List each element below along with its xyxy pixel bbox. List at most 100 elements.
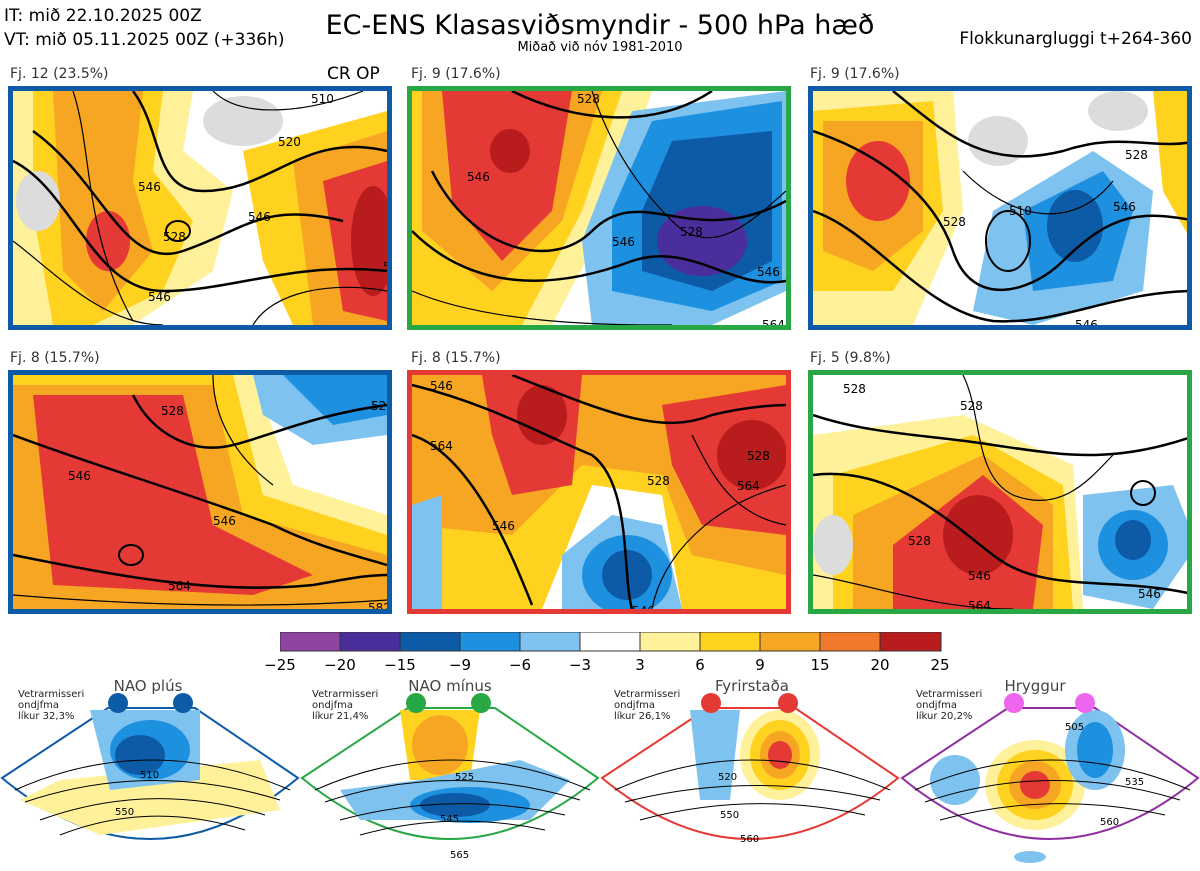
- contour-label: 546: [430, 379, 453, 393]
- initial-time: IT: mið 22.10.2025 00Z: [4, 6, 202, 26]
- colorbar-label: −3: [568, 656, 592, 674]
- regime-note: Vetrarmisseri ondjfma líkur 32,3%: [18, 689, 85, 722]
- contour-label: 546: [467, 170, 490, 184]
- colorbar-swatch: [639, 632, 702, 652]
- contour-label: 546: [68, 469, 91, 483]
- contour-label: 528: [371, 399, 387, 413]
- contour-label: 528: [1125, 148, 1148, 162]
- colorbar-label: −20: [324, 656, 356, 674]
- contour-label: 535: [1125, 777, 1144, 788]
- contour-label: 528: [843, 382, 866, 396]
- contour-label: 520: [718, 772, 737, 783]
- regime-nao-minus: 525 545 565: [300, 670, 600, 870]
- regime-map: 505 535 560: [900, 707, 1200, 863]
- anomaly-map: 546 528 510 546 520 546 564: [13, 91, 387, 325]
- contour-label: 564: [168, 579, 191, 593]
- contour-label: 560: [1100, 817, 1119, 828]
- colorbar-swatch: [459, 632, 522, 652]
- regime-markers: [701, 693, 798, 713]
- contour-label: 582: [368, 601, 387, 609]
- regime-marker: [701, 693, 721, 713]
- contour-label: 546: [968, 569, 991, 583]
- colorbar-label: 3: [635, 656, 645, 674]
- contour-label: 546: [757, 265, 780, 279]
- colorbar-swatch: [280, 632, 342, 652]
- header-times: IT: mið 22.10.2025 00Z VT: mið 05.11.202…: [4, 4, 285, 52]
- regime-markers: [406, 693, 491, 713]
- contour-label: 528: [161, 404, 184, 418]
- colorbar-swatch: [339, 632, 402, 652]
- colorbar: [280, 632, 942, 652]
- cluster-map-4: 528 546 546 564 582 528: [8, 370, 392, 614]
- contour-label: 546: [1075, 318, 1098, 325]
- colorbar-label: −25: [264, 656, 296, 674]
- contour-label: 528: [163, 230, 186, 244]
- contour-label: 546: [632, 604, 655, 609]
- colorbar-swatch: [759, 632, 822, 652]
- contour-label: 546: [148, 290, 171, 304]
- contour-label: 528: [577, 92, 600, 106]
- regime-map: 510 550: [0, 707, 300, 840]
- contour-label: 520: [278, 135, 301, 149]
- contour-label: 510: [1009, 204, 1032, 218]
- valid-time: VT: mið 05.11.2025 00Z (+336h): [4, 30, 285, 50]
- contour-label: 565: [450, 850, 469, 861]
- contour-label: 510: [140, 770, 159, 781]
- colorbar-label: 9: [755, 656, 765, 674]
- regime-name: Hryggur: [1004, 677, 1066, 695]
- contour-label: 545: [440, 814, 459, 825]
- regime-marker: [471, 693, 491, 713]
- colorbar-label: −6: [508, 656, 532, 674]
- contour-label: 564: [430, 439, 453, 453]
- cluster-map-5: 546564528546564528546564: [407, 370, 791, 614]
- regime-map: 520 550 560: [600, 707, 900, 845]
- page-subtitle: Miðað við nóv 1981-2010: [517, 40, 683, 55]
- regime-name: Fyrirstaða: [715, 677, 789, 695]
- contour-label: 546: [1113, 200, 1136, 214]
- anomaly-map: 528 528 510 546 546: [813, 91, 1187, 325]
- contour-label: 546: [492, 519, 515, 533]
- colorbar-label: 15: [810, 656, 830, 674]
- regime-marker: [778, 693, 798, 713]
- contour-label: 528: [647, 474, 670, 488]
- regime-nao-plus: 510 550: [0, 670, 300, 870]
- contour-label: 525: [455, 772, 474, 783]
- cluster-map-1: 546 528 510 546 520 546 564: [8, 86, 392, 330]
- classification-window: Flokkunargluggi t+264-360: [959, 29, 1192, 49]
- contour-label: 550: [115, 807, 134, 818]
- colorbar-label: −9: [448, 656, 472, 674]
- anomaly-map: 546564528546564528546564: [412, 375, 786, 609]
- colorbar-label: 6: [695, 656, 705, 674]
- regime-marker: [1075, 693, 1095, 713]
- regime-blocking: 520 550 560: [600, 670, 900, 870]
- contour-label: 528: [960, 399, 983, 413]
- regime-name: NAO mínus: [408, 677, 492, 695]
- colorbar-end: [880, 632, 942, 652]
- colorbar-swatch: [699, 632, 762, 652]
- colorbar-swatch: [579, 632, 642, 652]
- cluster-map-2: 528 546 546 528 546 564: [407, 86, 791, 330]
- panel-label: Fj. 9 (17.6%): [411, 66, 501, 82]
- regime-note: Vetrarmisseri ondjfma líkur 26,1%: [614, 689, 681, 722]
- colorbar-swatch: [519, 632, 582, 652]
- regime-marker: [1004, 693, 1024, 713]
- regime-marker: [173, 693, 193, 713]
- contour-label: 546: [1138, 587, 1161, 601]
- contour-label: 505: [1065, 722, 1084, 733]
- regime-markers: [1004, 693, 1095, 713]
- colorbar-label: 20: [870, 656, 890, 674]
- contour-label: 564: [968, 599, 991, 609]
- contour-label: 564: [762, 318, 785, 325]
- panel-label: Fj. 5 (9.8%): [810, 350, 891, 366]
- panel-label: Fj. 9 (17.6%): [810, 66, 900, 82]
- colorbar-swatch: [880, 632, 942, 652]
- page-title: EC-ENS Klasasviðsmyndir - 500 hPa hæð: [325, 10, 875, 41]
- contour-label: 564: [737, 479, 760, 493]
- contour-label: 510: [311, 92, 334, 106]
- contour-label: 528: [908, 534, 931, 548]
- regime-note: Vetrarmisseri ondjfma líkur 21,4%: [312, 689, 379, 722]
- crop-label: CR OP: [327, 64, 380, 84]
- regime-note: Vetrarmisseri ondjfma líkur 20,2%: [916, 689, 983, 722]
- panel-label: Fj. 12 (23.5%): [10, 66, 109, 82]
- anomaly-map: 528 546 546 564 582 528: [13, 375, 387, 609]
